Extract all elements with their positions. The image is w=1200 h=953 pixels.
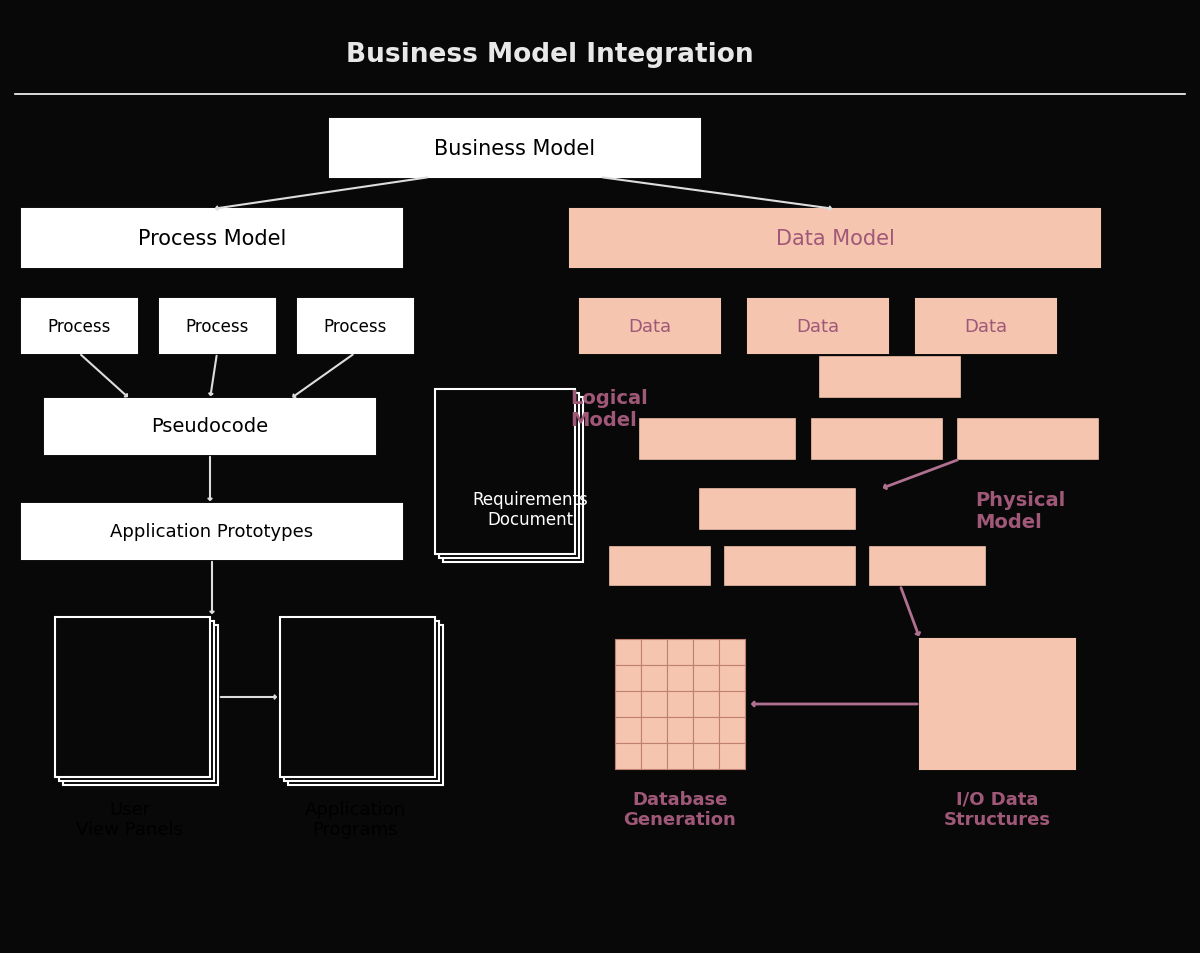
Text: Data: Data [629, 317, 672, 335]
FancyBboxPatch shape [667, 718, 694, 743]
Text: Logical
Model: Logical Model [570, 389, 648, 430]
FancyBboxPatch shape [288, 625, 443, 785]
FancyBboxPatch shape [694, 639, 719, 665]
FancyBboxPatch shape [160, 299, 275, 354]
FancyBboxPatch shape [434, 390, 575, 555]
Text: Process: Process [47, 317, 110, 335]
FancyBboxPatch shape [616, 639, 641, 665]
FancyBboxPatch shape [694, 718, 719, 743]
FancyBboxPatch shape [694, 691, 719, 718]
FancyBboxPatch shape [443, 397, 583, 562]
FancyBboxPatch shape [641, 691, 667, 718]
FancyBboxPatch shape [610, 547, 710, 585]
Text: Data Model: Data Model [775, 229, 894, 249]
FancyBboxPatch shape [641, 743, 667, 769]
FancyBboxPatch shape [667, 639, 694, 665]
FancyBboxPatch shape [570, 210, 1100, 268]
FancyBboxPatch shape [958, 419, 1098, 459]
FancyBboxPatch shape [748, 299, 888, 354]
Text: Database
Generation: Database Generation [624, 790, 737, 828]
FancyBboxPatch shape [64, 625, 218, 785]
FancyBboxPatch shape [641, 639, 667, 665]
FancyBboxPatch shape [22, 210, 402, 268]
FancyBboxPatch shape [694, 665, 719, 691]
FancyBboxPatch shape [916, 299, 1056, 354]
FancyBboxPatch shape [820, 357, 960, 397]
FancyBboxPatch shape [55, 618, 210, 778]
FancyBboxPatch shape [616, 743, 641, 769]
FancyBboxPatch shape [640, 419, 796, 459]
FancyBboxPatch shape [812, 419, 942, 459]
FancyBboxPatch shape [920, 639, 1075, 769]
FancyBboxPatch shape [616, 718, 641, 743]
FancyBboxPatch shape [667, 743, 694, 769]
Text: Application Prototypes: Application Prototypes [110, 522, 313, 540]
Text: Data: Data [797, 317, 840, 335]
Text: Process: Process [185, 317, 248, 335]
Text: Pseudocode: Pseudocode [151, 417, 269, 436]
FancyBboxPatch shape [298, 299, 413, 354]
FancyBboxPatch shape [725, 547, 856, 585]
FancyBboxPatch shape [667, 665, 694, 691]
FancyBboxPatch shape [641, 665, 667, 691]
Text: I/O Data
Structures: I/O Data Structures [943, 790, 1050, 828]
Text: Physical
Model: Physical Model [974, 491, 1066, 532]
Text: Process: Process [323, 317, 386, 335]
FancyBboxPatch shape [719, 691, 745, 718]
FancyBboxPatch shape [719, 743, 745, 769]
Text: Application
Programs: Application Programs [305, 800, 406, 839]
FancyBboxPatch shape [580, 299, 720, 354]
Text: Data: Data [965, 317, 1008, 335]
Text: Business Model: Business Model [434, 139, 595, 159]
FancyBboxPatch shape [330, 120, 700, 178]
FancyBboxPatch shape [22, 299, 137, 354]
FancyBboxPatch shape [719, 718, 745, 743]
FancyBboxPatch shape [641, 718, 667, 743]
FancyBboxPatch shape [667, 691, 694, 718]
FancyBboxPatch shape [719, 665, 745, 691]
FancyBboxPatch shape [59, 621, 214, 781]
FancyBboxPatch shape [280, 618, 434, 778]
FancyBboxPatch shape [616, 665, 641, 691]
Text: User
View Panels: User View Panels [77, 800, 184, 839]
FancyBboxPatch shape [719, 639, 745, 665]
FancyBboxPatch shape [870, 547, 985, 585]
FancyBboxPatch shape [46, 399, 374, 455]
Text: Requirements
Document: Requirements Document [472, 490, 588, 529]
FancyBboxPatch shape [439, 394, 580, 558]
FancyBboxPatch shape [284, 621, 439, 781]
Text: Process Model: Process Model [138, 229, 286, 249]
Text: Business Model Integration: Business Model Integration [346, 42, 754, 68]
FancyBboxPatch shape [22, 504, 402, 559]
FancyBboxPatch shape [694, 743, 719, 769]
FancyBboxPatch shape [700, 490, 856, 530]
FancyBboxPatch shape [616, 691, 641, 718]
